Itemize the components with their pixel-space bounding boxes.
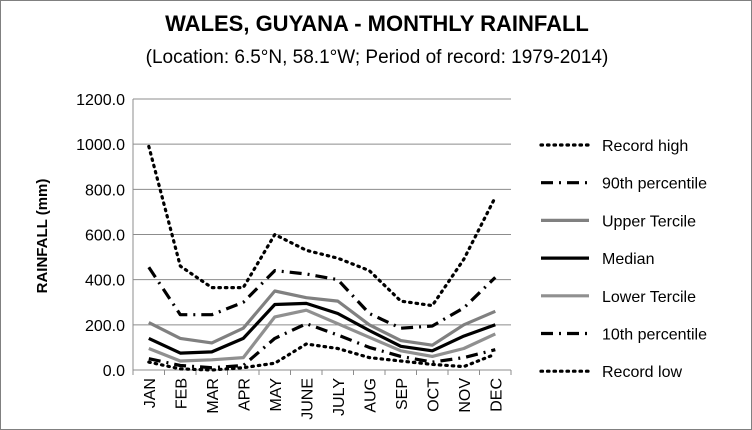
legend-label: Median	[602, 251, 654, 268]
legend: Record high 90th percentile Upper Tercile M…	[539, 138, 707, 381]
legend-label: Record high	[602, 138, 688, 155]
x-tick-labels: JAN FEB MAR APR MAY JUNE JULY AUG SEP OCT NOV DEC	[142, 378, 506, 420]
x-tick-label: DEC	[488, 378, 505, 412]
y-axis-label: RAINFALL (mm)	[34, 179, 51, 294]
axes	[132, 99, 512, 375]
x-tick-label: JULY	[331, 378, 348, 416]
x-tick-label: AUG	[362, 378, 379, 413]
y-tick-label: 800.0	[85, 182, 125, 199]
y-tick-label: 200.0	[85, 318, 125, 335]
series-10th-percentile	[148, 322, 496, 370]
series-record-low	[147, 342, 497, 372]
x-tick-label: JAN	[142, 378, 159, 408]
series-upper-tercile	[148, 289, 496, 347]
y-tick-label: 400.0	[85, 273, 125, 290]
y-tick-labels: 0.0 200.0 400.0 600.0 800.0 1000.0 1200.0	[76, 92, 125, 380]
legend-label: Lower Tercile	[602, 289, 696, 306]
y-tick-label: 1000.0	[76, 137, 125, 154]
legend-label: Record low	[602, 364, 682, 381]
series-lower-tercile	[148, 308, 496, 363]
x-tick-label: SEP	[394, 378, 411, 410]
legend-label: 90th percentile	[602, 176, 707, 193]
x-tick-label: MAY	[268, 378, 285, 412]
series-lines	[147, 144, 497, 372]
x-tick-label: APR	[236, 378, 253, 411]
x-tick-label: NOV	[457, 378, 474, 413]
y-tick-label: 0.0	[103, 363, 125, 380]
legend-label: Upper Tercile	[602, 213, 696, 230]
gridlines	[133, 98, 511, 326]
x-tick-label: MAR	[205, 378, 222, 414]
x-tick-label: FEB	[173, 378, 190, 409]
legend-label: 10th percentile	[602, 327, 707, 344]
chart-title: WALES, GUYANA - MONTHLY RAINFALL	[165, 11, 589, 36]
chart-subtitle: (Location: 6.5°N, 58.1°W; Period of reco…	[146, 47, 609, 68]
y-tick-label: 1200.0	[76, 92, 125, 109]
series-record-high	[147, 144, 497, 308]
series-median	[148, 301, 496, 355]
x-tick-label: OCT	[425, 378, 442, 412]
y-tick-label: 600.0	[85, 228, 125, 245]
series-90th-percentile	[147, 266, 497, 330]
x-tick-label: JUNE	[299, 378, 316, 420]
